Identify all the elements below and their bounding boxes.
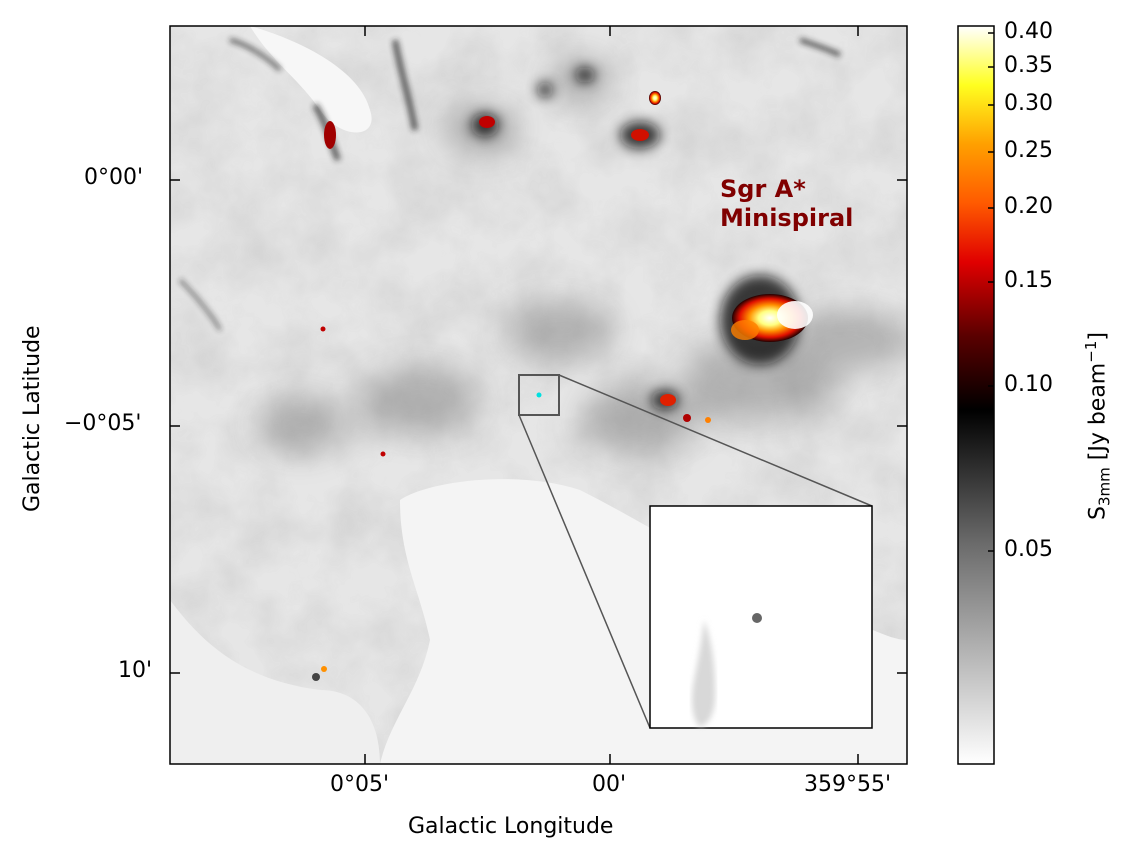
colorbar-tick-label: 0.35 [1004,53,1053,78]
y-axis-title: Galactic Latitude [20,325,45,512]
colorbar-ticks [988,32,994,552]
sgr-a-annotation: Sgr A* Minispiral [720,175,853,233]
hot-spots [312,91,711,681]
y-tick-label: 10' [118,658,153,683]
colorbar-label-main: S [1085,506,1111,520]
plot-frame [169,25,908,765]
x-tick-label: 00' [592,772,627,797]
colorbar-label-close: ] [1085,332,1111,341]
sky-image [170,26,907,764]
zoom-box [518,374,560,416]
colorbar-tick-label: 0.20 [1004,194,1053,219]
colorbar-tick-label: 0.30 [1004,91,1053,116]
x-axis-title: Galactic Longitude [408,814,614,839]
colorbar-tick-label: 0.10 [1004,372,1053,397]
x-tick-label: 359°55' [804,772,892,797]
colorbar-label-sup: −1 [1082,340,1100,363]
annotation-line-2: Minispiral [720,204,854,232]
colorbar-label-sub: 3mm [1095,467,1114,507]
annotation-line-1: Sgr A* [720,175,806,203]
minispiral-emission [731,294,813,342]
colorbar-tick-label: 0.25 [1004,138,1053,163]
y-tick-label: 0°00' [84,165,144,190]
axis-ticks [170,26,907,764]
colorbar-tick-label: 0.15 [1004,268,1053,293]
y-tick-label: −0°05' [64,411,142,436]
colorbar [957,25,995,765]
zoom-connector-top [558,374,873,507]
colorbar-tick-label: 0.40 [1004,19,1053,44]
colorbar-label-unit: [Jy beam [1085,362,1111,468]
x-tick-label: 0°05' [330,772,390,797]
zoom-connector-bottom [518,414,651,729]
zoom-inset [649,505,873,729]
colorbar-tick-label: 0.05 [1004,537,1053,562]
colorbar-label: S3mm [Jy beam−1] [1082,332,1114,520]
